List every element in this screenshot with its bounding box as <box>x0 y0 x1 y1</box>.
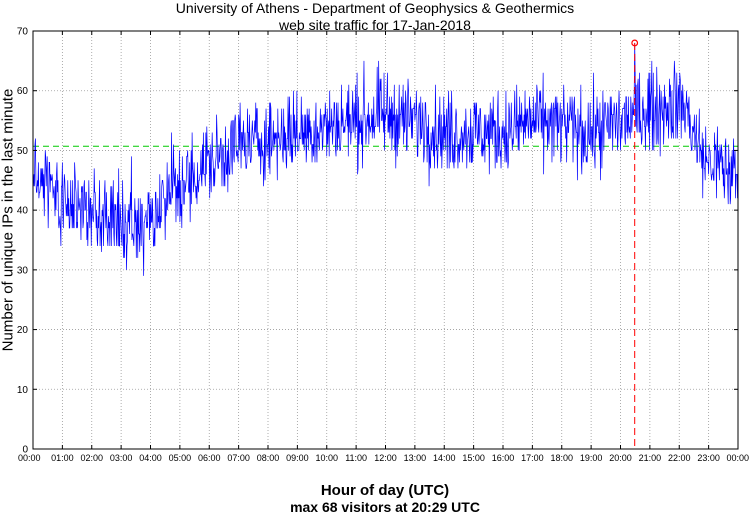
x-tick-label: 09:00 <box>286 453 309 463</box>
x-tick-label: 11:00 <box>345 453 367 463</box>
x-tick-label: 02:00 <box>80 453 103 463</box>
x-tick-label: 04:00 <box>139 453 162 463</box>
chart-subtitle: web site traffic for 17-Jan-2018 <box>279 17 471 33</box>
y-tick-label: 0 <box>22 445 28 456</box>
plot-area <box>33 31 738 449</box>
max-point-marker <box>631 39 639 47</box>
x-tick-label: 17:00 <box>521 453 544 463</box>
x-tick-label: 18:00 <box>550 453 573 463</box>
x-tick-label: 23:00 <box>697 453 720 463</box>
y-tick-label: 30 <box>17 265 29 276</box>
x-tick-label: 20:00 <box>609 453 632 463</box>
y-tick-label: 20 <box>17 325 29 336</box>
x-tick-label: 03:00 <box>110 453 133 463</box>
x-tick-label: 13:00 <box>404 453 427 463</box>
x-axis-label: Hour of day (UTC) <box>320 482 450 499</box>
y-tick-label: 70 <box>17 27 29 38</box>
max-visitors-note: max 68 visitors at 20:29 UTC <box>290 499 480 515</box>
x-tick-label: 21:00 <box>639 453 662 463</box>
x-tick-label: 12:00 <box>374 453 397 463</box>
x-tick-label: 05:00 <box>169 453 192 463</box>
x-tick-label: 14:00 <box>433 453 456 463</box>
x-tick-label: 08:00 <box>257 453 280 463</box>
y-tick-label: 50 <box>17 146 29 157</box>
chart-title: University of Athens - Department of Geo… <box>175 0 575 16</box>
y-axis-label: Number of unique IPs in the last minute <box>0 88 17 352</box>
x-tick-label: 10:00 <box>315 453 338 463</box>
x-tick-label: 00:00 <box>18 453 41 463</box>
y-tick-label: 10 <box>17 385 29 396</box>
y-tick-label: 40 <box>17 206 29 217</box>
x-tick-label: 06:00 <box>198 453 221 463</box>
y-tick-label: 60 <box>17 86 29 97</box>
x-tick-label: 01:00 <box>51 453 74 463</box>
x-tick-label: 07:00 <box>227 453 250 463</box>
x-tick-label: 16:00 <box>492 453 515 463</box>
x-tick-label: 00:00 <box>726 453 749 463</box>
x-tick-label: 22:00 <box>668 453 691 463</box>
x-tick-label: 19:00 <box>580 453 603 463</box>
x-tick-label: 15:00 <box>462 453 485 463</box>
traffic-series-line <box>32 42 739 276</box>
